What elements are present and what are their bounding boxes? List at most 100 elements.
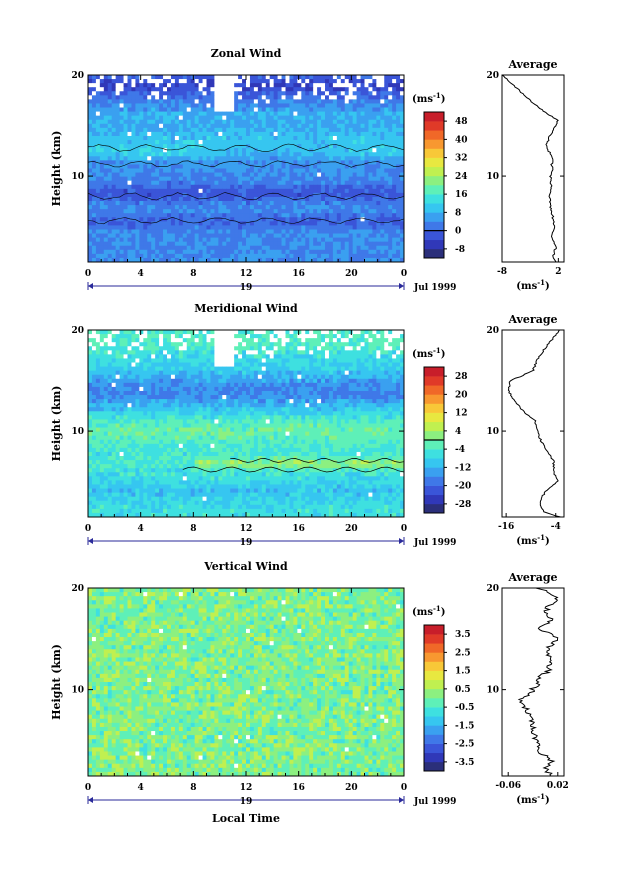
heatmap-cell [88, 123, 93, 129]
heatmap-cell [380, 205, 385, 210]
heatmap-cell [309, 188, 314, 194]
heatmap-cell [388, 350, 393, 355]
heatmap-cell [364, 103, 369, 108]
colorbar-unit: (ms-1) [412, 91, 445, 105]
heatmap-cell [265, 233, 271, 239]
heatmap-cell [135, 362, 140, 367]
heatmap-cell [99, 184, 105, 190]
heatmap-cell [163, 188, 168, 194]
heatmap-cell [388, 241, 393, 247]
heatmap-cell [147, 342, 152, 347]
heatmap-cell [289, 253, 294, 259]
heatmap-cell [372, 358, 377, 363]
heatmap-cell [186, 209, 192, 214]
heatmap-cell [238, 111, 243, 117]
heatmap-cell [95, 346, 101, 351]
heatmap-cell [313, 127, 318, 133]
heatmap-cell [190, 382, 196, 388]
heatmap-cell [123, 217, 128, 222]
heatmap-cell [206, 87, 211, 92]
heatmap-cell [384, 131, 389, 137]
heatmap-cell [368, 148, 373, 153]
heatmap-cell [170, 184, 176, 190]
heatmap-cell [328, 148, 334, 153]
heatmap-cell [380, 103, 385, 108]
heatmap-cell [396, 180, 401, 186]
heatmap-cell [186, 127, 192, 133]
heatmap-cell [392, 374, 397, 380]
heatmap-cell [392, 354, 397, 359]
heatmap-cell [392, 103, 397, 108]
heatmap-cell [380, 378, 385, 384]
heatmap-cell [396, 164, 401, 169]
heatmap-cell [238, 362, 243, 367]
heatmap-cell [293, 249, 298, 255]
heatmap-cell [170, 249, 176, 255]
heatmap-cell [297, 386, 302, 392]
heatmap-cell [305, 152, 310, 157]
heatmap-cell [226, 233, 231, 239]
heatmap-cell [139, 358, 144, 363]
heatmap-cell [273, 257, 278, 263]
heatmap-cell [265, 135, 271, 141]
heatmap-cell [143, 205, 148, 210]
heatmap-cell [155, 172, 160, 178]
heatmap-cell [178, 119, 184, 125]
heatmap-cell [269, 249, 275, 255]
heatmap-cell [186, 95, 192, 100]
heatmap-cell [360, 188, 365, 194]
heatmap-cell [218, 386, 223, 392]
heatmap-cell [95, 192, 101, 198]
heatmap-cell [301, 119, 306, 125]
heatmap-cell [348, 160, 354, 165]
heatmap-cell [364, 168, 369, 173]
heatmap-cell [392, 127, 397, 133]
heatmap-cell [289, 378, 294, 384]
heatmap-cell [174, 366, 180, 372]
heatmap-cell [143, 91, 148, 96]
heatmap-cell [317, 127, 322, 133]
heatmap-cell [194, 115, 199, 121]
heatmap-cell [392, 358, 397, 363]
heatmap-cell [325, 237, 330, 243]
heatmap-cell [372, 168, 377, 173]
heatmap-cell [364, 152, 369, 157]
heatmap-cell [127, 217, 132, 222]
heatmap-cell [226, 91, 231, 96]
heatmap-cell [277, 135, 282, 141]
heatmap-cell [301, 75, 306, 80]
heatmap-cell [147, 201, 152, 206]
heatmap-cell [214, 184, 219, 190]
heatmap-cell [344, 99, 350, 104]
heatmap-cell [356, 164, 361, 169]
heatmap-cell [261, 245, 267, 251]
heatmap-cell [305, 127, 310, 133]
heatmap-cell [190, 144, 196, 149]
heatmap-cell [285, 201, 290, 206]
heatmap-cell [147, 358, 152, 363]
heatmap-cell [400, 229, 405, 234]
heatmap-cell [226, 79, 231, 84]
heatmap-cell [332, 131, 338, 137]
heatmap-cell [265, 180, 271, 186]
heatmap-cell [352, 205, 357, 210]
heatmap-cell [206, 180, 211, 186]
heatmap-cell [147, 107, 152, 112]
heatmap-cell [344, 249, 350, 255]
heatmap-cell [202, 156, 207, 161]
heatmap-cell [190, 225, 196, 230]
heatmap-cell [115, 213, 120, 218]
heatmap-cell [376, 330, 381, 335]
heatmap-cell [325, 205, 330, 210]
heatmap-cell [218, 87, 223, 92]
heatmap-cell [309, 245, 314, 251]
heatmap-cell [301, 91, 306, 96]
heatmap-cell [95, 196, 101, 202]
heatmap-cell [344, 221, 350, 226]
heatmap-cell [107, 99, 113, 104]
heatmap-cell [206, 330, 211, 335]
heatmap-cell [265, 152, 271, 157]
heatmap-cell [234, 253, 239, 259]
heatmap-cell [273, 127, 278, 133]
heatmap-cell [107, 127, 113, 133]
